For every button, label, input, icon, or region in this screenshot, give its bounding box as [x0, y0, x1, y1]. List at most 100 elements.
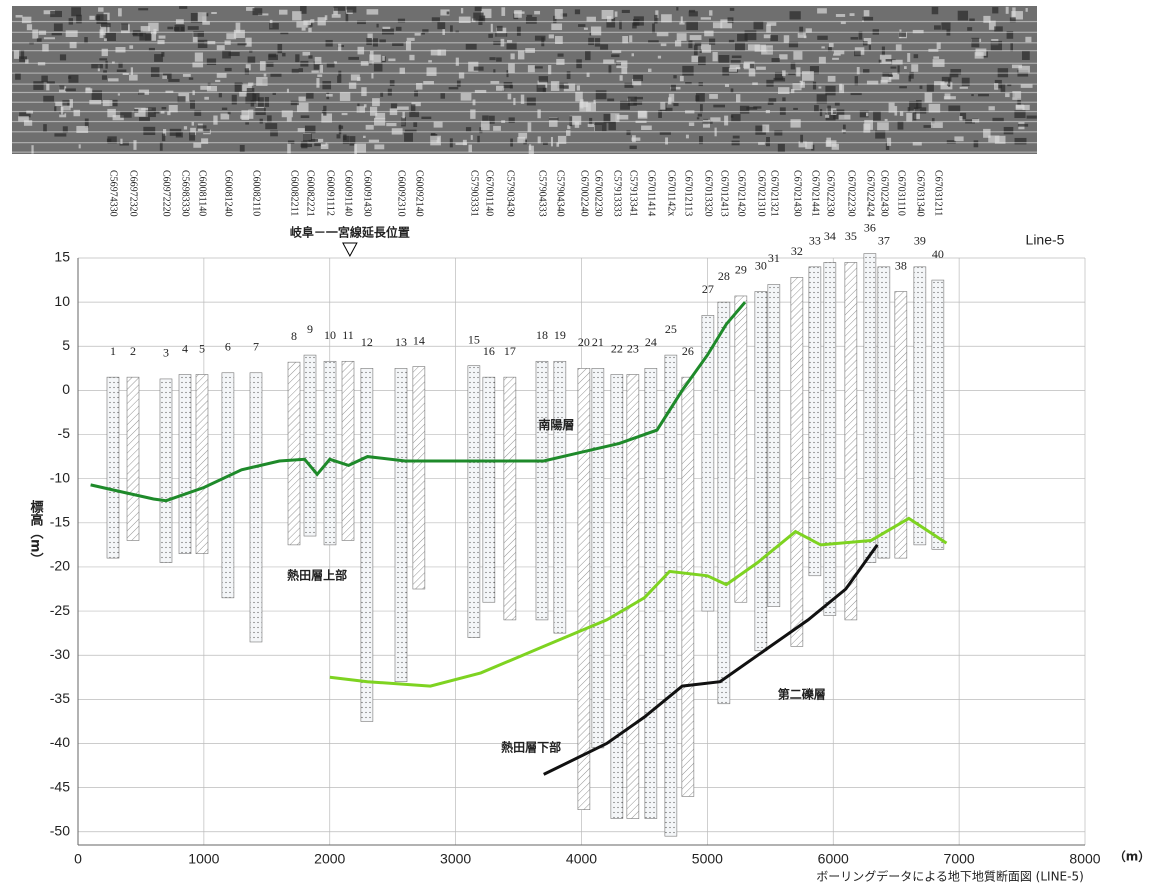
- photo-texture: [926, 83, 934, 92]
- photo-texture: [168, 78, 180, 82]
- borehole: [767, 284, 781, 607]
- photo-texture: [228, 52, 240, 57]
- photo-texture: [268, 53, 277, 58]
- photo-texture: [750, 63, 755, 69]
- photo-texture: [397, 18, 406, 23]
- photo-texture: [161, 133, 166, 142]
- borehole-id: C6701142x: [666, 170, 677, 216]
- photo-texture: [203, 129, 210, 133]
- photo-texture: [895, 44, 902, 51]
- x-tick-label: 4000: [566, 851, 597, 867]
- photo-texture: [167, 26, 174, 30]
- photo-texture: [141, 107, 152, 111]
- photo-texture: [528, 145, 534, 155]
- photo-texture: [688, 11, 698, 17]
- photo-texture: [338, 43, 342, 52]
- photo-texture: [43, 95, 55, 103]
- photo-texture: [641, 125, 652, 130]
- photo-texture: [382, 26, 391, 30]
- photo-texture: [974, 52, 984, 59]
- photo-texture: [345, 12, 349, 23]
- borehole: [178, 374, 192, 555]
- borehole-id: C67021430: [792, 170, 803, 217]
- photo-texture: [280, 32, 289, 35]
- photo-texture: [957, 10, 969, 21]
- photo-texture: [933, 56, 940, 59]
- photo-texture: [659, 131, 671, 135]
- photo-texture: [78, 144, 81, 149]
- y-tick-label: 5: [62, 337, 70, 353]
- photo-texture: [888, 72, 900, 80]
- photo-texture: [668, 97, 672, 105]
- photo-texture: [482, 115, 489, 123]
- photo-texture: [699, 104, 703, 113]
- layer-label: 熱田層下部: [501, 739, 561, 754]
- photo-texture: [710, 117, 721, 122]
- photo-texture: [517, 50, 525, 60]
- photo-texture: [689, 35, 702, 41]
- photo-texture: [865, 112, 869, 117]
- photo-texture: [841, 129, 846, 133]
- photo-texture: [809, 66, 819, 75]
- borehole-id: C67022230: [846, 170, 857, 217]
- photo-texture: [286, 117, 292, 122]
- borehole: [249, 372, 263, 643]
- photo-texture: [928, 103, 941, 113]
- photo-texture: [376, 23, 379, 28]
- photo-texture: [834, 102, 840, 106]
- borehole: [126, 376, 140, 541]
- borehole-id: C57903430: [505, 170, 516, 217]
- photo-texture: [193, 142, 202, 148]
- photo-texture: [817, 8, 827, 14]
- photo-texture: [766, 24, 771, 33]
- photo-texture: [363, 104, 367, 108]
- photo-texture: [162, 75, 168, 79]
- photo-texture: [331, 14, 341, 18]
- borehole-number: 12: [361, 335, 373, 349]
- photo-texture: [227, 111, 231, 115]
- photo-road: [12, 62, 1037, 64]
- photo-texture: [221, 107, 228, 110]
- photo-texture: [158, 35, 166, 39]
- photo-texture: [686, 21, 698, 31]
- photo-texture: [382, 28, 394, 35]
- photo-texture: [458, 72, 465, 79]
- photo-texture: [941, 76, 952, 82]
- x-tick-label: 2000: [314, 851, 345, 867]
- photo-texture: [513, 11, 525, 14]
- photo-texture: [323, 105, 327, 116]
- photo-texture: [310, 19, 315, 23]
- photo-texture: [863, 69, 870, 74]
- photo-texture: [619, 20, 622, 30]
- photo-texture: [409, 54, 415, 61]
- photo-texture: [237, 42, 247, 46]
- photo-texture: [421, 116, 432, 120]
- photo-texture: [793, 51, 803, 60]
- photo-texture: [468, 61, 479, 72]
- photo-texture: [713, 104, 725, 108]
- photo-texture: [130, 67, 134, 76]
- photo-texture: [13, 50, 20, 59]
- photo-texture: [875, 130, 886, 139]
- photo-texture: [220, 113, 230, 120]
- borehole: [159, 378, 173, 563]
- photo-texture: [296, 102, 309, 113]
- borehole-number: 22: [611, 341, 623, 355]
- x-tick-label: 1000: [188, 851, 219, 867]
- photo-texture: [165, 90, 174, 93]
- borehole: [701, 315, 715, 612]
- photo-texture: [685, 134, 689, 139]
- photo-texture: [796, 67, 801, 77]
- photo-texture: [842, 124, 846, 134]
- photo-texture: [55, 101, 68, 107]
- photo-texture: [560, 13, 568, 17]
- photo-texture: [206, 85, 217, 92]
- photo-texture: [739, 105, 750, 114]
- borehole-number: 34: [824, 229, 836, 243]
- photo-texture: [337, 75, 342, 83]
- aerial-photo: [12, 6, 1037, 155]
- photo-texture: [302, 51, 311, 56]
- photo-texture: [783, 35, 790, 43]
- photo-texture: [26, 24, 33, 31]
- borehole-id: C67031110: [896, 170, 907, 216]
